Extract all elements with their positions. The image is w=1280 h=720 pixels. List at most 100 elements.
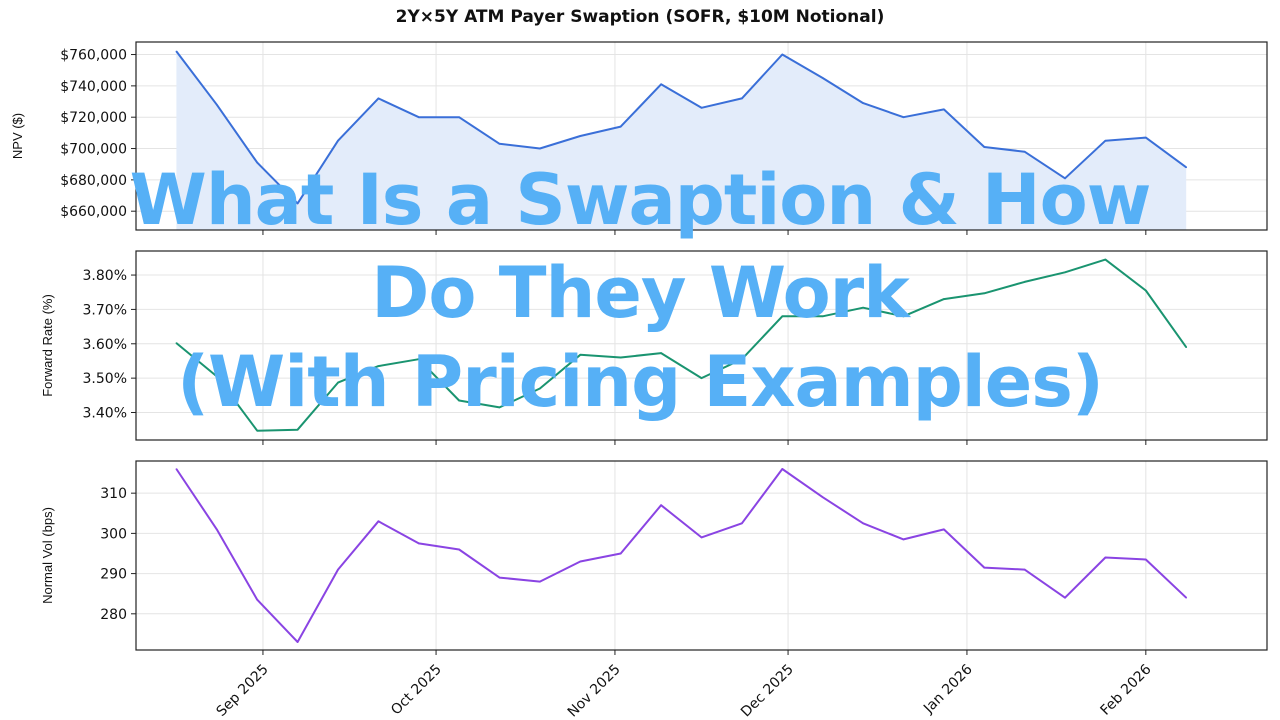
npv-data-point — [741, 97, 743, 100]
normal-vol-data-point — [377, 520, 380, 523]
normal-vol-data-point — [417, 542, 420, 545]
npv-panel-frame — [135, 41, 1268, 231]
normal-vol-ylabel: Normal Vol (bps) — [40, 507, 55, 604]
normal-vol-data-point — [215, 528, 218, 531]
forward-rate-panel-frame — [135, 250, 1268, 441]
forward-rate-data-point — [902, 315, 905, 318]
normal-vol-data-point — [296, 641, 299, 643]
forward-rate-data-point — [417, 358, 420, 361]
forward-rate-data-point — [862, 306, 864, 309]
npv-data-point — [943, 108, 945, 111]
npv-ytick-label: $680,000 — [60, 173, 127, 189]
normal-vol-ytick-label: 300 — [100, 526, 127, 542]
npv-data-point — [902, 116, 905, 118]
normal-vol-data-point — [1104, 556, 1107, 559]
xtick-label: Nov 2025 — [565, 662, 624, 720]
npv-data-point — [619, 125, 622, 128]
normal-vol-data-point — [579, 560, 582, 563]
npv-data-point — [337, 139, 339, 142]
normal-vol-data-point — [1064, 596, 1066, 599]
npv-data-point — [862, 102, 864, 104]
npv-area — [176, 51, 1187, 231]
npv-ytick-label: $760,000 — [60, 48, 127, 64]
forward-rate-data-point — [337, 381, 339, 384]
npv-data-point — [660, 83, 662, 86]
forward-rate-data-point — [943, 298, 945, 300]
forward-rate-data-point — [377, 365, 380, 367]
xtick-label: Jan 2026 — [920, 661, 976, 717]
normal-vol-data-point — [619, 552, 622, 555]
npv-data-point — [377, 97, 380, 100]
normal-vol-data-point — [539, 580, 541, 583]
normal-vol-data-point — [862, 522, 864, 525]
forward-rate-data-point — [700, 377, 703, 379]
forward-rate-data-point — [1064, 271, 1066, 274]
forward-rate-data-point — [296, 428, 299, 431]
forward-rate-ytick-label: 3.70% — [83, 302, 127, 318]
forward-rate-data-point — [539, 387, 541, 390]
normal-vol-data-point — [175, 468, 178, 470]
normal-vol-ytick-label: 310 — [100, 486, 127, 502]
npv-data-point — [458, 116, 460, 118]
forward-rate-data-point — [579, 353, 582, 356]
normal-vol-data-point — [256, 598, 258, 601]
forward-rate-data-point — [660, 352, 662, 354]
npv-data-point — [1145, 136, 1147, 139]
npv-data-point — [1185, 166, 1188, 169]
forward-rate-data-point — [498, 406, 501, 409]
npv-data-point — [1104, 139, 1107, 142]
xtick-label: Oct 2025 — [388, 662, 445, 719]
npv-series-line — [175, 50, 1187, 205]
npv-data-point — [1023, 150, 1026, 153]
normal-vol-data-point — [741, 522, 743, 525]
forward-rate-data-point — [256, 429, 258, 432]
xtick-label: Feb 2026 — [1097, 661, 1154, 718]
forward-rate-ytick-label: 3.50% — [83, 371, 127, 387]
forward-rate-ytick-label: 3.60% — [83, 337, 127, 353]
normal-vol-data-point — [337, 568, 339, 571]
forward-rate-data-point — [1145, 289, 1147, 292]
forward-rate-data-point — [619, 356, 622, 359]
npv-ytick-label: $700,000 — [60, 142, 127, 158]
xtick-label: Dec 2025 — [738, 662, 797, 720]
npv-data-point — [1064, 177, 1066, 180]
normal-vol-data-point — [1145, 558, 1147, 561]
forward-rate-data-point — [983, 292, 986, 295]
normal-vol-ytick-label: 290 — [100, 567, 127, 583]
forward-rate-data-point — [1104, 258, 1107, 261]
npv-data-point — [700, 107, 703, 109]
forward-rate-ytick-label: 3.80% — [83, 268, 127, 284]
forward-rate-data-point — [781, 315, 784, 318]
forward-rate-data-point — [175, 342, 178, 344]
normal-vol-data-point — [458, 548, 460, 551]
normal-vol-data-point — [660, 504, 662, 507]
normal-vol-data-point — [1023, 568, 1026, 571]
npv-data-point — [417, 116, 420, 118]
normal-vol-ytick-label: 280 — [100, 607, 127, 623]
forward-rate-data-point — [741, 358, 743, 361]
chart-title: 2Y×5Y ATM Payer Swaption (SOFR, $10M Not… — [396, 7, 885, 27]
npv-data-point — [296, 202, 299, 205]
npv-data-point — [983, 146, 986, 148]
normal-vol-data-point — [498, 576, 501, 579]
forward-rate-data-point — [1023, 281, 1026, 283]
forward-rate-data-point — [458, 399, 460, 402]
normal-vol-data-point — [1185, 596, 1188, 599]
npv-data-point — [821, 77, 824, 79]
npv-data-point — [175, 50, 178, 53]
forward-rate-data-point — [1185, 346, 1188, 349]
normal-vol-panel-frame — [135, 460, 1268, 651]
forward-rate-ytick-label: 3.40% — [83, 406, 127, 422]
npv-ylabel: NPV ($) — [10, 113, 25, 159]
npv-data-point — [498, 143, 501, 145]
normal-vol-data-point — [902, 538, 905, 541]
npv-data-point — [539, 147, 541, 150]
npv-data-point — [256, 161, 258, 164]
npv-data-point — [781, 53, 784, 56]
npv-data-point — [579, 135, 582, 137]
forward-rate-data-point — [821, 315, 824, 318]
npv-ytick-label: $720,000 — [60, 110, 127, 126]
normal-vol-data-point — [983, 566, 986, 569]
normal-vol-data-point — [781, 468, 784, 470]
